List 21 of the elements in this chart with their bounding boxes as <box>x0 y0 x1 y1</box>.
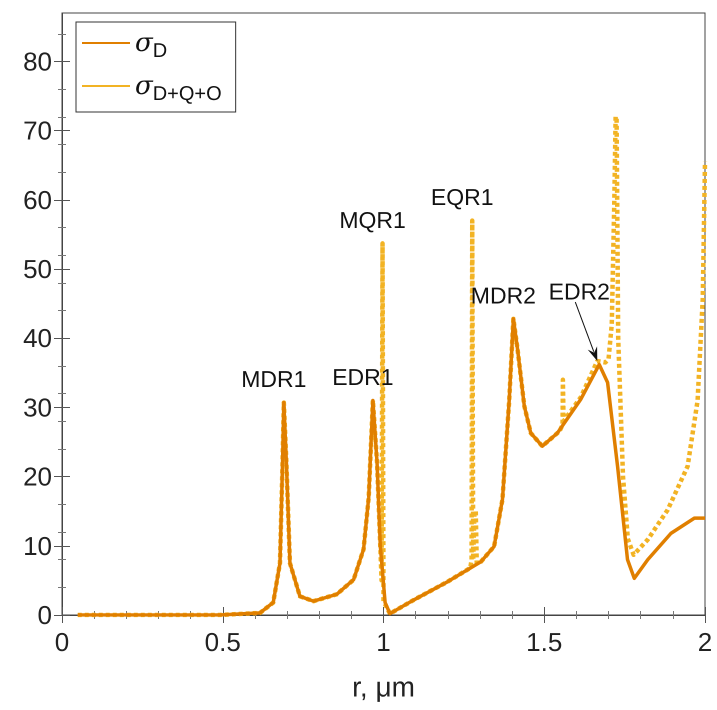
y-tick-label: 10 <box>23 530 52 561</box>
annotation: MDR2 <box>470 282 536 308</box>
x-tick-label: 1 <box>376 627 391 657</box>
y-tick-label: 30 <box>23 392 52 422</box>
y-tick-label: 50 <box>23 254 52 284</box>
annotation: EQR1 <box>430 184 494 210</box>
y-tick-label: 40 <box>23 323 52 354</box>
annotation: EDR2 <box>548 278 610 305</box>
line-series <box>76 317 707 617</box>
annotation: MDR1 <box>241 366 306 392</box>
line-series <box>76 114 708 618</box>
y-tick-label: 20 <box>23 462 52 492</box>
x-tick-label: 0.5 <box>204 627 241 657</box>
y-tick-label: 0 <box>38 600 52 630</box>
x-axis-title: r, μm <box>352 672 415 702</box>
y-tick-label: 80 <box>23 46 52 76</box>
x-tick-label: 1.5 <box>526 627 562 657</box>
annotation: MQR1 <box>339 206 406 233</box>
x-tick-label: 2 <box>698 627 712 657</box>
y-tick-label: 60 <box>23 184 52 215</box>
y-tick-label: 70 <box>23 116 52 146</box>
